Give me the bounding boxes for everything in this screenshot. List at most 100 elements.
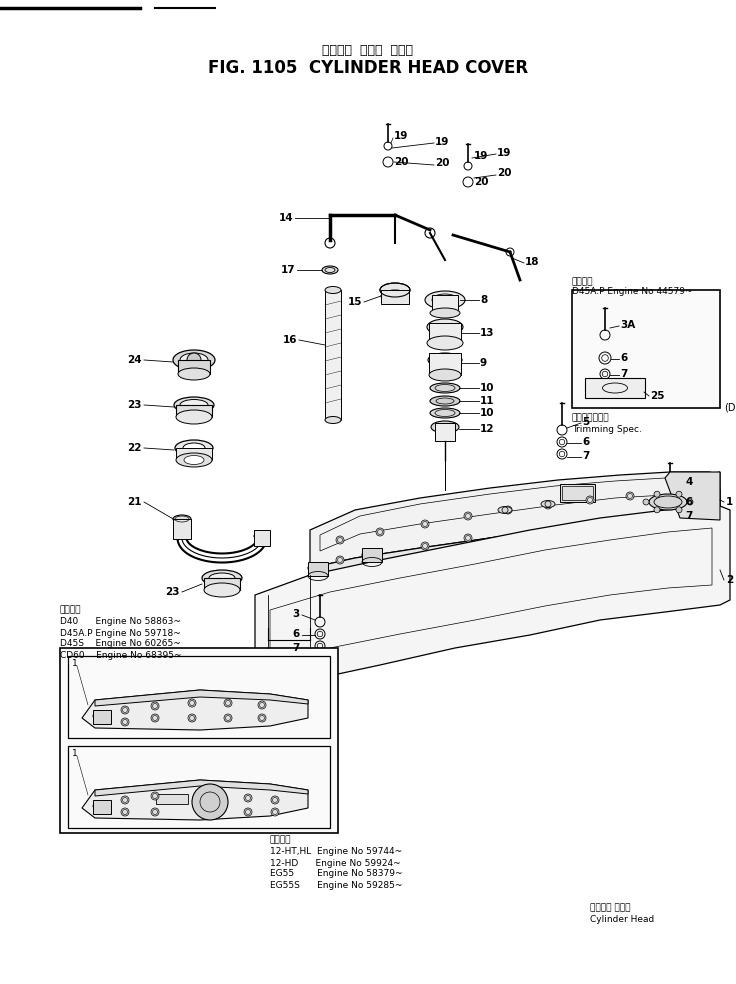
Text: 16: 16	[283, 335, 297, 345]
Circle shape	[421, 542, 429, 550]
Bar	[560, 484, 595, 502]
Ellipse shape	[180, 400, 208, 410]
Ellipse shape	[93, 802, 111, 810]
Circle shape	[376, 528, 384, 536]
Text: 11: 11	[480, 396, 495, 406]
Ellipse shape	[173, 515, 191, 523]
Text: 20: 20	[394, 157, 408, 167]
Circle shape	[464, 512, 472, 520]
Ellipse shape	[308, 564, 328, 573]
Polygon shape	[310, 472, 720, 568]
Text: 12: 12	[480, 424, 495, 434]
Bar	[176, 405, 212, 417]
Bar	[68, 746, 330, 828]
Bar	[325, 290, 341, 420]
Circle shape	[654, 507, 660, 513]
Ellipse shape	[173, 350, 215, 370]
Text: 22: 22	[127, 443, 142, 453]
Bar	[308, 562, 328, 576]
Text: 8: 8	[480, 295, 487, 305]
Polygon shape	[82, 690, 308, 730]
Bar	[429, 323, 461, 343]
Text: CD60    Engine No 68395~: CD60 Engine No 68395~	[60, 650, 182, 659]
Text: 12-HT,HL  Engine No 59744~: 12-HT,HL Engine No 59744~	[270, 847, 402, 856]
Bar	[254, 530, 270, 546]
Polygon shape	[710, 472, 720, 572]
Circle shape	[192, 784, 228, 820]
Bar	[93, 800, 111, 814]
Ellipse shape	[430, 396, 460, 406]
Circle shape	[586, 496, 594, 504]
Text: FIG. 1105  CYLINDER HEAD COVER: FIG. 1105 CYLINDER HEAD COVER	[208, 59, 528, 77]
Text: 20: 20	[474, 177, 489, 187]
Text: 適用号機: 適用号機	[270, 835, 291, 844]
Circle shape	[224, 714, 232, 722]
Bar	[93, 710, 111, 724]
Text: 19: 19	[497, 148, 512, 158]
Circle shape	[244, 808, 252, 816]
Ellipse shape	[175, 440, 213, 456]
Text: 17: 17	[280, 265, 295, 275]
Ellipse shape	[325, 416, 341, 423]
Ellipse shape	[180, 353, 208, 367]
Ellipse shape	[174, 397, 214, 413]
Text: 1: 1	[72, 750, 78, 759]
Polygon shape	[82, 780, 308, 820]
Text: 19: 19	[435, 137, 450, 147]
Text: トリミング仕様: トリミング仕様	[572, 413, 609, 422]
Text: 6: 6	[293, 629, 300, 639]
Circle shape	[151, 808, 159, 816]
Bar	[156, 794, 188, 804]
Circle shape	[121, 706, 129, 714]
Text: 2: 2	[726, 575, 733, 585]
Text: 1: 1	[72, 659, 78, 668]
Ellipse shape	[429, 369, 461, 381]
Ellipse shape	[325, 286, 341, 293]
Ellipse shape	[430, 408, 460, 418]
Text: EG55        Engine No 58379~: EG55 Engine No 58379~	[270, 870, 403, 879]
Ellipse shape	[381, 290, 409, 302]
Text: 15: 15	[347, 297, 362, 307]
Circle shape	[626, 492, 634, 500]
Bar	[178, 360, 210, 374]
Text: D45A.P Engine No 59718~: D45A.P Engine No 59718~	[60, 629, 181, 638]
Ellipse shape	[431, 421, 459, 433]
Bar	[381, 290, 409, 304]
Text: D45S    Engine No 60265~: D45S Engine No 60265~	[60, 640, 181, 648]
Text: 19: 19	[394, 131, 408, 141]
Circle shape	[336, 536, 344, 544]
Text: 19: 19	[474, 151, 489, 161]
Text: 25: 25	[650, 391, 665, 401]
Circle shape	[121, 718, 129, 726]
Text: 18: 18	[525, 257, 539, 267]
Text: 20: 20	[497, 168, 512, 178]
Bar	[432, 295, 458, 313]
Text: 9: 9	[480, 358, 487, 368]
Ellipse shape	[322, 266, 338, 274]
Text: 10: 10	[480, 383, 495, 393]
Circle shape	[687, 499, 693, 505]
Ellipse shape	[649, 494, 687, 510]
Text: 適用号機: 適用号機	[572, 277, 593, 286]
Ellipse shape	[427, 319, 463, 335]
Text: 13: 13	[480, 328, 495, 338]
Text: 20: 20	[435, 158, 450, 168]
Ellipse shape	[93, 712, 111, 720]
Bar	[362, 548, 382, 562]
Text: 10: 10	[480, 408, 495, 418]
Circle shape	[188, 714, 196, 722]
Text: EG55S      Engine No 59285~: EG55S Engine No 59285~	[270, 881, 403, 890]
Circle shape	[464, 534, 472, 542]
Circle shape	[676, 507, 682, 513]
Text: Cylinder Head: Cylinder Head	[590, 915, 654, 925]
Circle shape	[151, 702, 159, 710]
Circle shape	[188, 699, 196, 707]
Circle shape	[121, 808, 129, 816]
Polygon shape	[95, 780, 308, 796]
Polygon shape	[665, 472, 720, 520]
Circle shape	[187, 353, 201, 367]
Ellipse shape	[204, 583, 240, 597]
Ellipse shape	[176, 453, 212, 467]
Text: 12-HD      Engine No 59924~: 12-HD Engine No 59924~	[270, 858, 400, 868]
Bar	[204, 578, 240, 590]
